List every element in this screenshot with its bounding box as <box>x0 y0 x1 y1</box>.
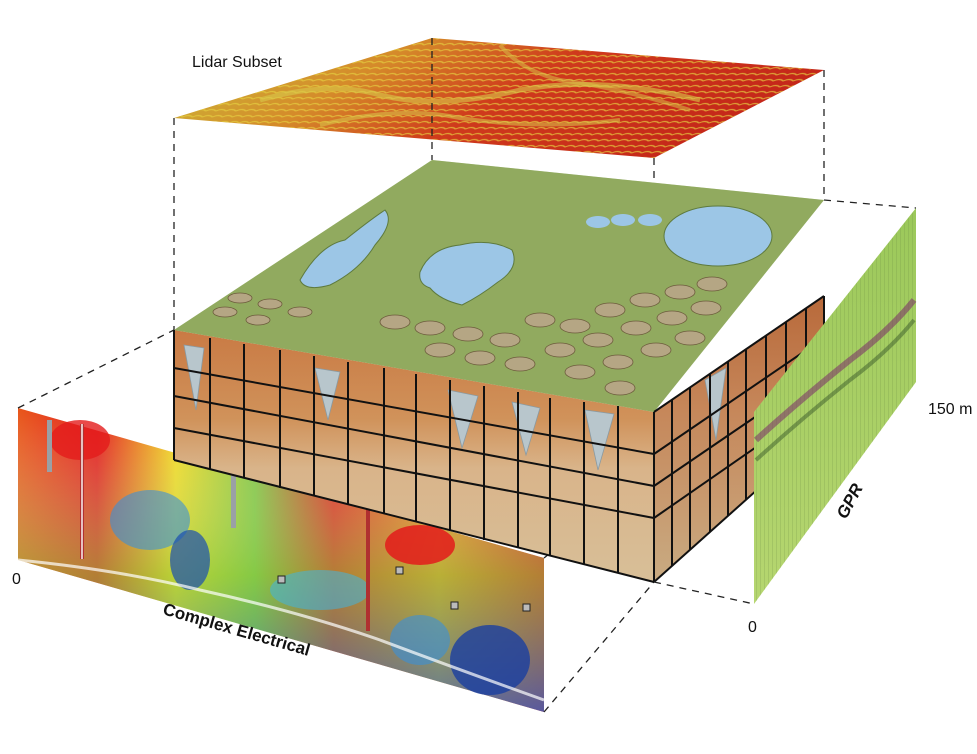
ce-zero-label: 0 <box>12 571 21 588</box>
complex-electrical-section <box>17 408 545 712</box>
main-block <box>173 160 825 583</box>
gpr-scale-label: 150 m <box>928 401 972 418</box>
lidar-plane <box>174 38 824 158</box>
gpr-zero-label: 0 <box>748 619 757 636</box>
gpr-section <box>753 208 917 604</box>
lidar-label: Lidar Subset <box>192 54 282 71</box>
gpr-projection-lines <box>653 199 917 605</box>
